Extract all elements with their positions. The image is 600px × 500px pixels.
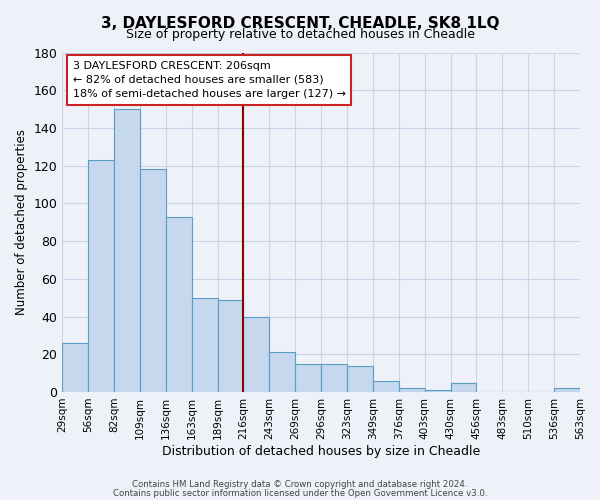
Text: Contains HM Land Registry data © Crown copyright and database right 2024.: Contains HM Land Registry data © Crown c… [132,480,468,489]
Text: Contains public sector information licensed under the Open Government Licence v3: Contains public sector information licen… [113,488,487,498]
Bar [425,390,451,392]
Bar [399,388,425,392]
Text: 3 DAYLESFORD CRESCENT: 206sqm
← 82% of detached houses are smaller (583)
18% of : 3 DAYLESFORD CRESCENT: 206sqm ← 82% of d… [73,61,346,99]
Bar [373,380,399,392]
Bar [347,366,373,392]
Bar [451,382,476,392]
X-axis label: Distribution of detached houses by size in Cheadle: Distribution of detached houses by size … [162,444,480,458]
Bar [62,343,88,392]
Text: 3, DAYLESFORD CRESCENT, CHEADLE, SK8 1LQ: 3, DAYLESFORD CRESCENT, CHEADLE, SK8 1LQ [101,16,499,31]
Bar [295,364,321,392]
Bar [244,316,269,392]
Bar [166,216,192,392]
Bar [140,170,166,392]
Bar [218,300,244,392]
Bar [321,364,347,392]
Bar [269,352,295,392]
Bar [114,109,140,392]
Bar [554,388,580,392]
Bar [192,298,218,392]
Bar [88,160,114,392]
Text: Size of property relative to detached houses in Cheadle: Size of property relative to detached ho… [125,28,475,41]
Y-axis label: Number of detached properties: Number of detached properties [15,129,28,315]
